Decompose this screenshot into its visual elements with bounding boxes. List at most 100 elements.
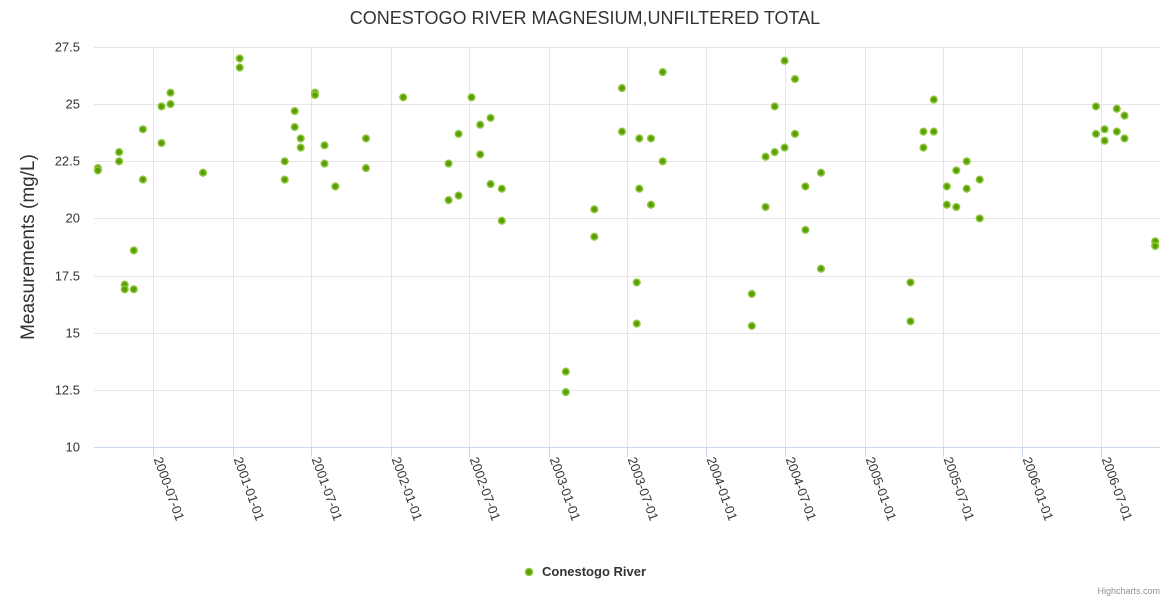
data-point[interactable] <box>129 246 138 255</box>
data-point[interactable] <box>476 120 485 129</box>
x-tick-label: 2005-07-01 <box>941 455 978 523</box>
data-point[interactable] <box>1112 127 1121 136</box>
data-point[interactable] <box>320 141 329 150</box>
data-point[interactable] <box>454 191 463 200</box>
data-point[interactable] <box>975 214 984 223</box>
data-point[interactable] <box>780 56 789 65</box>
data-point[interactable] <box>235 54 244 63</box>
data-point[interactable] <box>280 175 289 184</box>
data-point[interactable] <box>816 168 826 177</box>
data-point[interactable] <box>120 285 129 294</box>
data-point[interactable] <box>590 232 599 241</box>
data-point[interactable] <box>770 148 779 157</box>
legend-marker[interactable] <box>524 567 534 577</box>
data-point[interactable] <box>770 102 779 111</box>
data-point[interactable] <box>138 125 147 134</box>
data-point[interactable] <box>1091 102 1101 111</box>
data-point[interactable] <box>561 367 570 376</box>
data-point[interactable] <box>166 88 175 97</box>
chart-credit[interactable]: Highcharts.com <box>1097 586 1160 596</box>
series-conestogo-river[interactable] <box>93 54 1160 397</box>
data-point[interactable] <box>906 278 915 287</box>
data-point[interactable] <box>280 157 289 166</box>
data-point[interactable] <box>444 159 453 168</box>
data-point[interactable] <box>617 127 627 136</box>
y-tick-label: 25 <box>66 97 80 112</box>
data-point[interactable] <box>590 205 599 214</box>
data-point[interactable] <box>115 157 124 166</box>
data-point[interactable] <box>467 93 476 102</box>
x-tick-label: 2000-07-01 <box>151 455 188 523</box>
data-point[interactable] <box>157 102 166 111</box>
data-point[interactable] <box>235 63 244 72</box>
data-point[interactable] <box>1091 129 1101 138</box>
data-point[interactable] <box>962 184 971 193</box>
data-point[interactable] <box>115 148 124 157</box>
data-point[interactable] <box>646 200 656 209</box>
data-point[interactable] <box>290 106 299 116</box>
data-point[interactable] <box>444 196 453 205</box>
data-point[interactable] <box>942 200 951 209</box>
data-point[interactable] <box>497 216 506 225</box>
data-point[interactable] <box>129 285 138 294</box>
data-point[interactable] <box>632 319 641 328</box>
data-point[interactable] <box>761 152 770 161</box>
data-point[interactable] <box>296 143 305 152</box>
data-point[interactable] <box>617 84 627 93</box>
data-point[interactable] <box>290 122 299 132</box>
data-point[interactable] <box>1100 136 1109 145</box>
data-point[interactable] <box>906 317 915 326</box>
data-point[interactable] <box>747 289 756 298</box>
data-point[interactable] <box>761 202 770 212</box>
data-point[interactable] <box>929 95 938 104</box>
data-point[interactable] <box>919 127 928 136</box>
data-point[interactable] <box>296 134 305 143</box>
data-point[interactable] <box>399 93 408 102</box>
data-point[interactable] <box>747 321 756 330</box>
data-point[interactable] <box>1151 241 1160 250</box>
data-point[interactable] <box>166 100 175 109</box>
data-point[interactable] <box>138 175 147 184</box>
y-tick-label: 20 <box>66 211 80 226</box>
data-point[interactable] <box>361 164 371 173</box>
data-point[interactable] <box>635 184 644 193</box>
data-point[interactable] <box>1100 125 1109 134</box>
data-point[interactable] <box>919 143 928 152</box>
data-point[interactable] <box>801 182 810 191</box>
data-point[interactable] <box>952 202 961 212</box>
data-point[interactable] <box>486 113 495 122</box>
data-point[interactable] <box>157 138 166 148</box>
data-point[interactable] <box>1120 134 1129 143</box>
data-point[interactable] <box>486 180 495 189</box>
data-point[interactable] <box>361 134 371 143</box>
data-point[interactable] <box>975 175 984 184</box>
data-point[interactable] <box>929 127 938 136</box>
data-point[interactable] <box>561 388 570 397</box>
data-point[interactable] <box>632 278 641 287</box>
data-point[interactable] <box>952 166 961 175</box>
x-tick-label: 2004-07-01 <box>783 455 820 523</box>
data-point[interactable] <box>658 157 667 166</box>
data-point[interactable] <box>331 182 340 191</box>
legend-label[interactable]: Conestogo River <box>542 564 646 579</box>
data-point[interactable] <box>1112 104 1121 113</box>
data-point[interactable] <box>1120 111 1129 120</box>
data-point[interactable] <box>198 168 208 177</box>
data-point[interactable] <box>310 90 320 100</box>
data-point[interactable] <box>962 157 971 166</box>
data-point[interactable] <box>93 166 102 175</box>
data-point[interactable] <box>942 182 951 191</box>
data-point[interactable] <box>635 134 644 143</box>
data-point[interactable] <box>816 264 826 273</box>
data-point[interactable] <box>790 74 800 84</box>
legend[interactable]: Conestogo River <box>524 564 647 579</box>
data-point[interactable] <box>658 68 667 77</box>
data-point[interactable] <box>476 150 485 159</box>
data-point[interactable] <box>790 129 800 138</box>
data-point[interactable] <box>801 225 810 234</box>
data-point[interactable] <box>780 143 789 152</box>
data-point[interactable] <box>497 184 506 193</box>
data-point[interactable] <box>320 159 329 168</box>
data-point[interactable] <box>646 134 656 143</box>
data-point[interactable] <box>454 129 463 138</box>
